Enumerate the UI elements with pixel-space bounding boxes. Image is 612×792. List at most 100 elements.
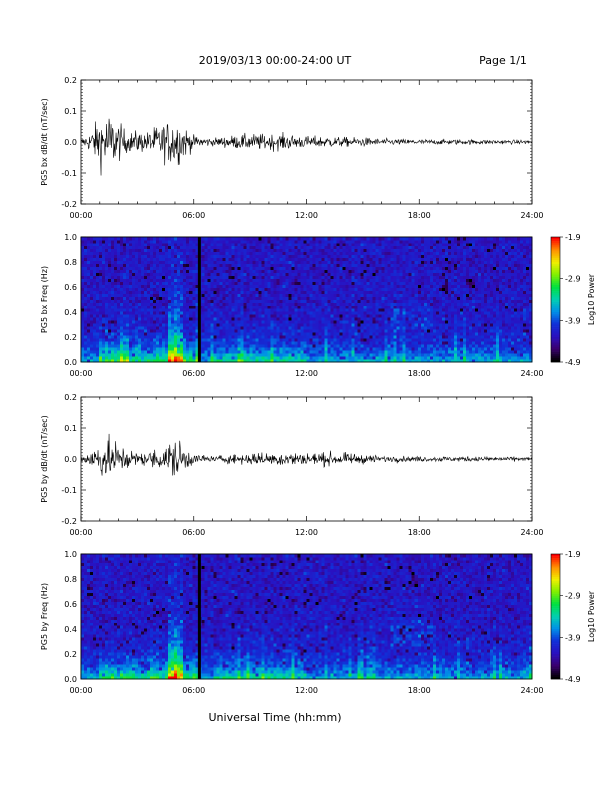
spectrogram-cell [264,237,268,241]
spectrogram-cell [375,311,379,315]
spectrogram-cell [195,299,199,303]
spectrogram-cell [300,332,304,336]
spectrogram-cell [195,335,199,339]
spectrogram-cell [207,281,211,285]
spectrogram-cell [255,347,259,351]
spectrogram-cell [177,356,181,360]
spectrogram-cell [219,350,223,354]
spectrogram-cell [255,320,259,324]
spectrogram-cell [345,353,349,357]
spectrogram-cell [357,251,361,256]
spectrogram-cell [225,242,229,247]
spectrogram-cell [213,356,217,360]
spectrogram-cell [99,260,103,265]
spectrogram-cell [177,311,181,315]
spectrogram-cell [270,284,274,288]
spectrogram-cell [294,269,298,274]
spectrogram-cell [399,293,404,297]
spectrogram-cell [252,350,256,354]
spectrogram-cell [300,326,304,330]
spectrogram-cell [387,344,391,348]
spectrogram-cell [231,293,235,297]
spectrogram-cell [264,353,268,357]
spectrogram-cell [219,248,223,253]
spectrogram-cell [180,269,184,274]
spectrogram-cell [141,332,145,336]
spectrogram-cell [210,341,214,345]
spectrogram-cell [384,326,388,330]
spectrogram-cell [189,329,193,333]
spectrogram-cell [177,323,181,327]
spectrogram-cell [384,344,388,348]
spectrogram-cell [81,314,85,318]
spectrogram-cell [300,359,304,363]
spectrogram-cell [309,248,313,253]
spectrogram-cell [246,338,250,342]
spectrogram-cell [267,311,271,315]
spectrogram-cell [123,323,127,327]
spectrogram-cell [306,317,310,321]
spectrogram-cell [129,251,133,256]
spectrogram-cell [123,272,127,276]
spectrogram-cell [246,329,250,333]
spectrogram-cell [333,263,337,268]
spectrogram-cell [99,299,103,303]
spectrogram-cell [375,305,379,309]
spectrogram-cell [351,239,355,244]
spectrogram-cell [294,356,298,360]
spectrogram-cell [96,257,100,262]
spectrogram-cell [237,260,241,265]
spectrogram-cell [255,311,259,315]
spectrogram-cell [174,317,178,321]
spectrogram-cell [216,242,220,247]
spectrogram-cell [216,248,220,253]
spectrogram-cell [312,332,316,336]
spectrogram-cell [249,293,253,297]
spectrogram-cell [399,269,404,274]
spectrogram-cell [252,302,256,306]
spectrogram-cell [288,290,292,294]
spectrogram-cell [390,302,394,306]
spectrogram-cell [252,332,256,336]
spectrogram-cell [321,284,325,288]
spectrogram-cell [153,353,157,357]
spectrogram-cell [300,341,304,345]
spectrogram-cell [309,263,313,268]
spectrogram-cell [93,254,97,259]
spectrogram-cell [225,237,229,241]
spectrogram-cell [381,275,385,279]
spectrogram-cell [282,269,286,274]
spectrogram-cell [162,356,166,360]
spectrogram-cell [339,266,343,271]
spectrogram-cell [105,305,109,309]
spectrogram-cell [156,245,160,250]
spectrogram-cell [234,290,238,294]
spectrogram-cell [84,335,88,339]
spectrogram-cell [201,278,205,282]
spectrogram-cell [294,341,298,345]
spectrogram-cell [279,296,283,300]
spectrogram-cell [267,263,271,268]
spectrogram-cell [252,326,256,330]
spectrogram-cell [330,290,334,294]
spectrogram-cell [402,293,407,297]
spectrogram-cell [147,350,151,354]
spectrogram-cell [108,320,112,324]
spectrogram-cell [351,248,355,253]
spectrogram-cell [333,290,337,294]
spectrogram-cell [201,287,205,291]
spectrogram-cell [381,296,385,300]
spectrogram-cell [285,317,289,321]
spectrogram-cell [93,323,97,327]
spectrogram-cell [135,317,139,321]
spectrogram-cell [255,353,259,357]
spectrogram-cell [351,344,355,348]
spectrogram-cell [279,260,283,265]
spectrogram-cell [147,332,151,336]
spectrogram-cell [147,278,151,282]
spectrogram-cell [240,344,244,348]
spectrogram-cell [234,281,238,285]
spectrogram-cell [201,338,205,342]
spectrogram-cell [153,356,157,360]
spectrogram-cell [147,329,151,333]
